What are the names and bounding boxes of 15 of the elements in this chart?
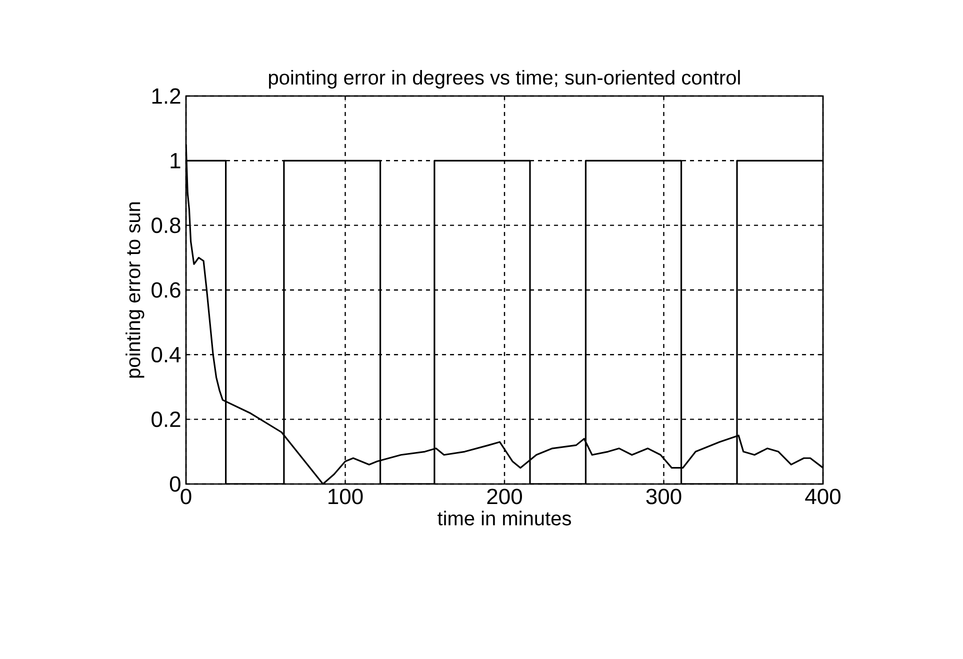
y-tick-label: 1.2 [152, 88, 180, 104]
x-tick-label: 0 [180, 488, 192, 504]
y-tick-label: 0 [170, 476, 180, 492]
chart-title: pointing error in degrees vs time; sun-oriented control [269, 70, 740, 89]
x-axis-title: time in minutes [438, 510, 571, 526]
y-tick-label: 0.6 [152, 282, 180, 298]
x-tick-label: 200 [487, 488, 522, 504]
y-tick-label: 0.4 [152, 346, 181, 362]
y-tick-label: 1 [170, 153, 180, 168]
y-tick-label: 0.8 [152, 218, 180, 234]
x-tick-label: 300 [646, 488, 682, 504]
y-axis-title: pointing error to sun [126, 202, 144, 378]
x-tick-label: 400 [805, 488, 840, 504]
y-tick-label: 0.2 [152, 412, 180, 428]
x-tick-label: 100 [328, 488, 363, 504]
